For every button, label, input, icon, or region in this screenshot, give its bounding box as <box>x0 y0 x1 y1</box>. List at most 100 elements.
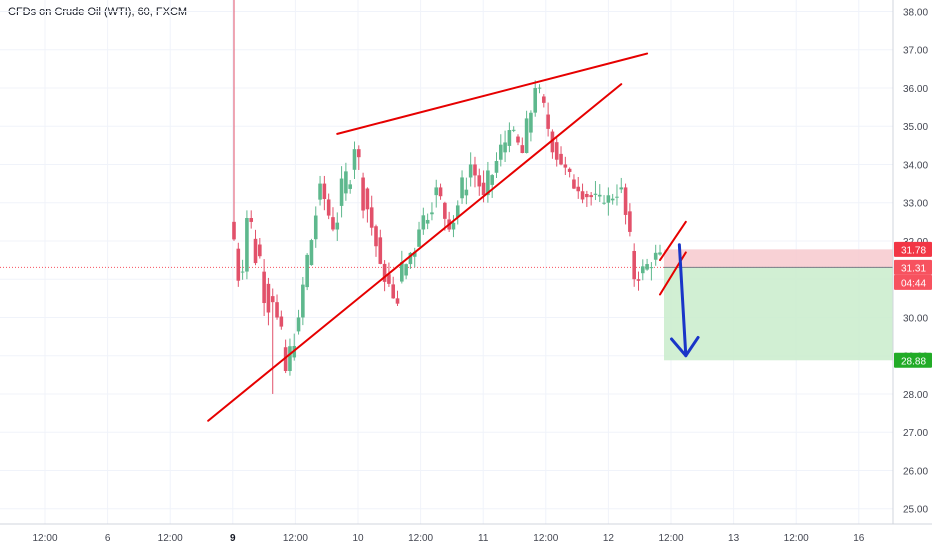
candle-body <box>580 191 585 200</box>
candle-body <box>473 164 477 176</box>
candle-body <box>632 250 636 280</box>
candle-body <box>408 252 413 265</box>
lower-wedge-line <box>207 83 623 422</box>
candle-body <box>365 188 370 210</box>
countdown-badge: 04:44 <box>894 274 932 290</box>
x-tick-label: 16 <box>853 533 865 544</box>
candles <box>232 0 662 394</box>
candle-body <box>443 202 447 219</box>
x-tick-label: 12:00 <box>158 533 183 544</box>
candle-body <box>503 142 507 153</box>
candle-body <box>589 195 593 198</box>
candle-body <box>520 145 525 153</box>
y-tick-label: 34.00 <box>903 160 928 171</box>
candle-body <box>481 182 486 196</box>
candle-body <box>279 316 284 327</box>
candle-body <box>378 237 383 264</box>
stop-loss-badge: 31.78 <box>894 241 932 257</box>
y-tick-label: 36.00 <box>903 84 928 95</box>
candle-body <box>498 144 503 160</box>
candle-body <box>331 217 335 230</box>
trade-zones <box>0 249 893 361</box>
countdown-badge-text: 04:44 <box>901 278 926 289</box>
candle-body <box>490 175 494 185</box>
candle-body <box>296 317 301 332</box>
candle-body <box>623 187 628 215</box>
candle-body <box>494 161 499 173</box>
drawings <box>207 52 700 422</box>
candle-body <box>374 226 378 247</box>
price-badges: 31.78 31.31 04:44 28.88 <box>894 241 932 368</box>
candle-body <box>301 284 305 318</box>
candle-body <box>529 112 533 133</box>
candle-body <box>258 244 262 257</box>
candle-body <box>636 279 641 281</box>
candle-body <box>460 177 464 199</box>
stop-loss-badge-bg <box>894 241 932 257</box>
candle-body <box>270 296 275 303</box>
x-tick-label: 12:00 <box>533 533 558 544</box>
upper-wedge-line <box>336 52 649 135</box>
candle-body <box>507 130 512 146</box>
candle-body <box>546 114 550 129</box>
candle-body <box>391 284 396 299</box>
candle-body <box>348 184 352 189</box>
x-tick-label: 12:00 <box>658 533 683 544</box>
take-profit-badge-text: 28.88 <box>901 356 926 367</box>
candle-body <box>610 198 615 201</box>
candle-body <box>430 212 434 215</box>
candle-body <box>572 179 576 189</box>
candle-body <box>511 129 516 131</box>
candle-body <box>477 175 482 187</box>
y-tick-label: 25.00 <box>903 505 928 516</box>
candle-body <box>550 131 555 153</box>
take-profit-badge-bg <box>894 352 932 368</box>
candle-body <box>262 271 266 304</box>
candle-body <box>382 263 387 282</box>
y-tick-label: 35.00 <box>903 122 928 133</box>
candle-body <box>313 215 318 240</box>
candle-body <box>275 302 279 318</box>
candle-body <box>288 346 292 372</box>
candle-body <box>593 193 598 195</box>
take-profit-badge: 28.88 <box>894 352 932 368</box>
candle-body <box>240 271 245 273</box>
candle-body <box>326 199 331 216</box>
candle-body <box>438 187 443 197</box>
candle-body <box>412 251 417 257</box>
candle-body <box>658 252 662 255</box>
current-price-badge-text: 31.31 <box>901 263 926 274</box>
candle-body <box>542 96 546 103</box>
y-tick-label: 33.00 <box>903 199 928 210</box>
candle-body <box>395 298 400 304</box>
candle-body <box>576 186 581 192</box>
candle-body <box>425 219 430 224</box>
candle-body <box>533 87 538 113</box>
candle-body <box>318 183 322 200</box>
candle-body <box>232 221 236 240</box>
candle-body <box>516 136 520 143</box>
stop-loss-badge-text: 31.78 <box>901 245 926 256</box>
candle-body <box>602 202 606 204</box>
candle-body <box>361 177 365 211</box>
candle-body <box>245 218 249 272</box>
candle-body <box>640 266 645 274</box>
chart-title: CFDs on Crude Oil (WTI), 60, FXCM <box>8 6 188 18</box>
candle-body <box>417 229 421 247</box>
x-tick-label: 9 <box>230 533 236 544</box>
candle-body <box>619 187 624 190</box>
y-tick-label: 38.00 <box>903 7 928 18</box>
candle-body <box>369 207 374 228</box>
candle-body <box>421 215 426 230</box>
candle-body <box>606 195 611 203</box>
candle-body <box>387 274 391 284</box>
candle-body <box>249 218 254 222</box>
x-tick-label: 6 <box>105 533 111 544</box>
candle-body <box>455 205 460 218</box>
stop-loss-zone <box>664 249 893 268</box>
x-tick-label: 12:00 <box>32 533 57 544</box>
candle-body <box>434 187 439 196</box>
